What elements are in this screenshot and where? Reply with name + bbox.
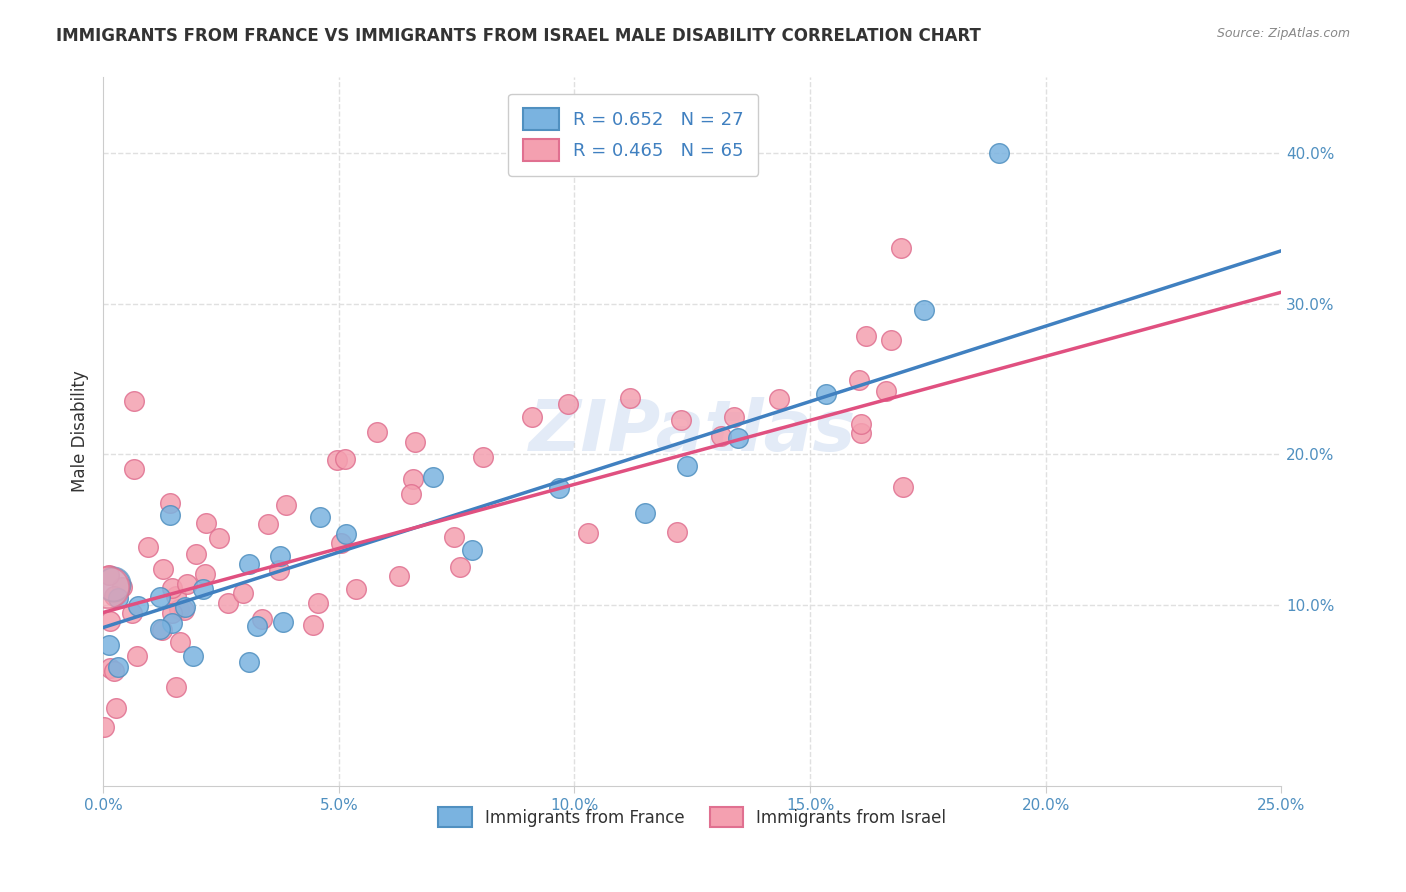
Text: Source: ZipAtlas.com: Source: ZipAtlas.com bbox=[1216, 27, 1350, 40]
Point bbox=[302, 618, 325, 632]
Point bbox=[173, 603, 195, 617]
Point bbox=[169, 635, 191, 649]
Point bbox=[246, 619, 269, 633]
Point bbox=[269, 563, 291, 577]
Point bbox=[366, 425, 388, 439]
Point bbox=[173, 600, 195, 615]
Point bbox=[160, 582, 183, 596]
Text: ZIPatlas: ZIPatlas bbox=[529, 397, 856, 467]
Point bbox=[121, 606, 143, 620]
Point bbox=[98, 614, 121, 628]
Point bbox=[422, 470, 444, 484]
Point bbox=[388, 569, 411, 583]
Point bbox=[576, 526, 599, 541]
Y-axis label: Male Disability: Male Disability bbox=[72, 371, 89, 492]
Point bbox=[98, 661, 121, 675]
Point bbox=[107, 660, 129, 674]
Point bbox=[849, 425, 872, 440]
Point bbox=[107, 591, 129, 606]
Point bbox=[443, 530, 465, 544]
Point bbox=[987, 145, 1010, 160]
Point bbox=[127, 599, 149, 613]
Point bbox=[727, 431, 749, 445]
Point bbox=[276, 499, 298, 513]
Legend: Immigrants from France, Immigrants from Israel: Immigrants from France, Immigrants from … bbox=[432, 800, 953, 834]
Point bbox=[250, 612, 273, 626]
Point bbox=[124, 394, 146, 409]
Point bbox=[520, 409, 543, 424]
Point bbox=[194, 567, 217, 582]
Point bbox=[404, 434, 426, 449]
Point bbox=[152, 562, 174, 576]
Point bbox=[208, 531, 231, 545]
Point bbox=[880, 334, 903, 348]
Point bbox=[723, 409, 745, 424]
Point bbox=[326, 453, 349, 467]
Point bbox=[159, 496, 181, 510]
Point bbox=[307, 596, 329, 610]
Point bbox=[401, 472, 423, 486]
Point bbox=[308, 510, 330, 524]
Point bbox=[548, 481, 571, 495]
Point bbox=[472, 450, 495, 464]
Point bbox=[176, 577, 198, 591]
Point bbox=[181, 648, 204, 663]
Point bbox=[855, 329, 877, 343]
Point bbox=[125, 649, 148, 664]
Point bbox=[557, 397, 579, 411]
Point bbox=[449, 560, 471, 574]
Point bbox=[710, 429, 733, 443]
Point bbox=[136, 541, 159, 555]
Point bbox=[165, 680, 187, 694]
Point bbox=[619, 392, 641, 406]
Point bbox=[634, 507, 657, 521]
Point bbox=[101, 577, 124, 591]
Point bbox=[98, 567, 121, 582]
Point bbox=[148, 590, 170, 604]
Point bbox=[344, 582, 367, 596]
Point bbox=[238, 557, 260, 571]
Point bbox=[875, 384, 897, 398]
Point bbox=[97, 580, 120, 594]
Point bbox=[232, 585, 254, 599]
Point bbox=[399, 487, 422, 501]
Point bbox=[890, 241, 912, 255]
Point bbox=[160, 606, 183, 620]
Point bbox=[195, 516, 218, 530]
Point bbox=[103, 589, 125, 603]
Text: IMMIGRANTS FROM FRANCE VS IMMIGRANTS FROM ISRAEL MALE DISABILITY CORRELATION CHA: IMMIGRANTS FROM FRANCE VS IMMIGRANTS FRO… bbox=[56, 27, 981, 45]
Point bbox=[335, 452, 357, 467]
Point bbox=[768, 392, 790, 406]
Point bbox=[186, 547, 208, 561]
Point bbox=[849, 417, 872, 431]
Point bbox=[193, 582, 215, 596]
Point bbox=[159, 508, 181, 522]
Point bbox=[97, 639, 120, 653]
Point bbox=[122, 462, 145, 476]
Point bbox=[335, 526, 357, 541]
Point bbox=[111, 580, 134, 594]
Point bbox=[848, 373, 870, 387]
Point bbox=[815, 387, 838, 401]
Point bbox=[105, 701, 128, 715]
Point bbox=[149, 622, 172, 636]
Point bbox=[165, 590, 187, 604]
Point bbox=[103, 665, 125, 679]
Point bbox=[93, 720, 115, 734]
Point bbox=[665, 524, 688, 539]
Point bbox=[676, 458, 699, 473]
Point bbox=[167, 602, 190, 616]
Point bbox=[269, 549, 291, 563]
Point bbox=[330, 536, 353, 550]
Point bbox=[150, 623, 173, 637]
Point bbox=[217, 596, 239, 610]
Point bbox=[460, 543, 482, 558]
Point bbox=[257, 516, 280, 531]
Point bbox=[238, 655, 260, 669]
Point bbox=[160, 615, 183, 630]
Point bbox=[912, 302, 935, 317]
Point bbox=[273, 615, 295, 630]
Point bbox=[671, 413, 693, 427]
Point bbox=[891, 480, 914, 494]
